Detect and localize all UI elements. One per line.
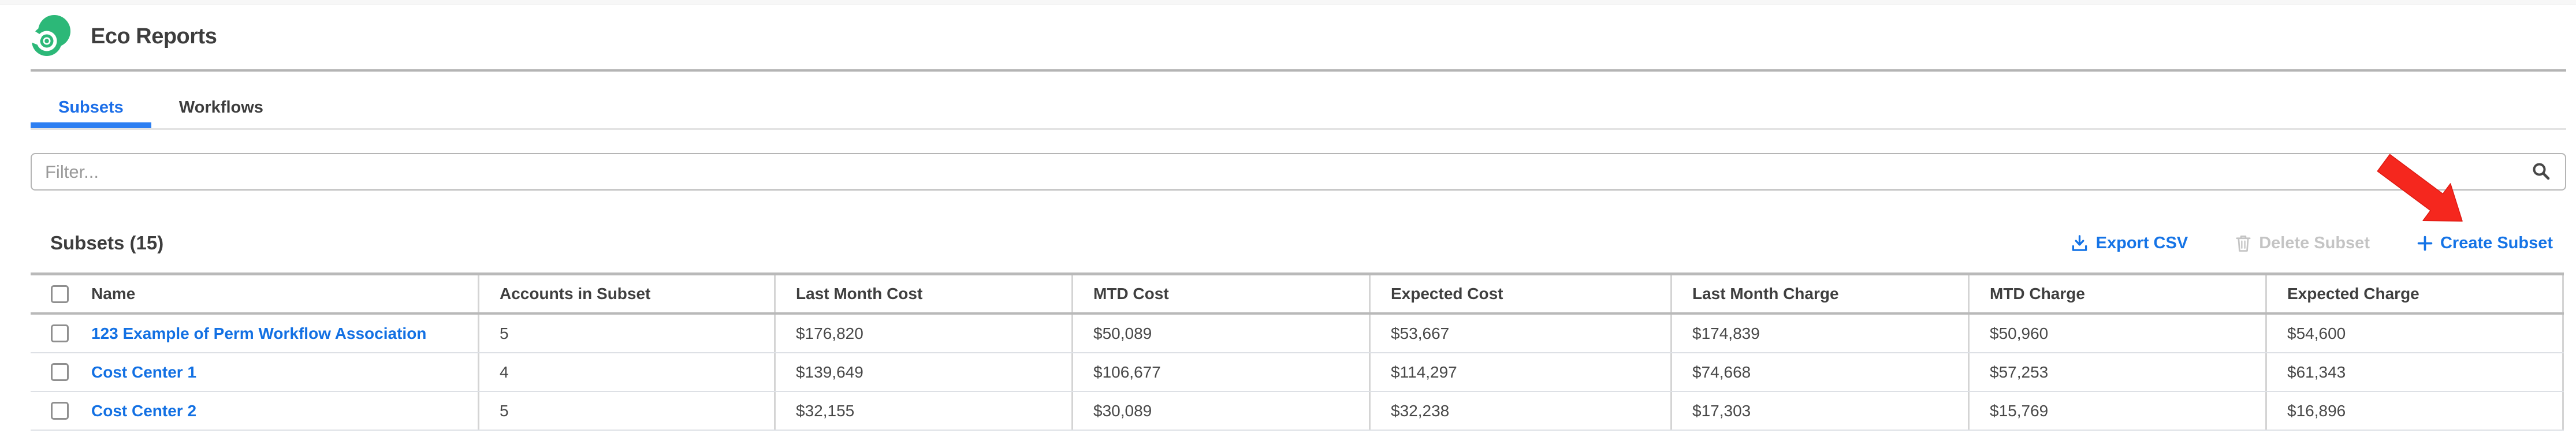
- page-top-edge: [0, 0, 2576, 5]
- cell-last-month-charge: $174,839: [1672, 315, 1970, 352]
- cell-last-month-cost: $139,649: [776, 353, 1073, 391]
- cell-name: Cost Center 2: [31, 392, 479, 430]
- trash-icon: [2235, 234, 2251, 252]
- delete-subset-button[interactable]: Delete Subset: [2235, 234, 2370, 253]
- table-row: 123 Example of Perm Workflow Association…: [31, 315, 2564, 353]
- table-row: Cost Center 1 4 $139,649 $106,677 $114,2…: [31, 353, 2564, 392]
- table-header-row: Name Accounts in Subset Last Month Cost …: [31, 272, 2564, 315]
- cell-mtd-cost: $106,677: [1073, 353, 1371, 391]
- cell-expected-cost: $114,297: [1371, 353, 1672, 391]
- header-accounts-in-subset: Accounts in Subset: [479, 275, 776, 312]
- filter-input[interactable]: [31, 153, 2566, 191]
- export-csv-label: Export CSV: [2096, 234, 2188, 253]
- row-checkbox[interactable]: [51, 324, 69, 342]
- export-csv-button[interactable]: Export CSV: [2071, 234, 2188, 253]
- cell-mtd-charge: $15,769: [1970, 392, 2267, 430]
- page-title: Eco Reports: [91, 24, 217, 49]
- header-last-month-charge: Last Month Charge: [1672, 275, 1970, 312]
- subsets-table: Name Accounts in Subset Last Month Cost …: [31, 272, 2564, 431]
- header-last-month-cost: Last Month Cost: [776, 275, 1073, 312]
- table-toolbar: Subsets (15) Export CSV Delete Subset: [50, 230, 2553, 256]
- cell-last-month-charge: $74,668: [1672, 353, 1970, 391]
- cell-name: 123 Example of Perm Workflow Association: [31, 315, 479, 352]
- create-subset-label: Create Subset: [2440, 234, 2553, 253]
- app-header: Eco Reports: [29, 15, 217, 58]
- download-icon: [2071, 234, 2089, 252]
- toolbar-actions: Export CSV Delete Subset Create Subset: [2071, 234, 2553, 253]
- header-divider: [31, 69, 2566, 72]
- cell-last-month-charge: $17,303: [1672, 392, 1970, 430]
- eco-logo-icon: [29, 15, 72, 58]
- select-all-checkbox[interactable]: [51, 285, 69, 303]
- row-checkbox[interactable]: [51, 402, 69, 420]
- subsets-count-heading: Subsets (15): [50, 232, 163, 254]
- tab-bar: Subsets Workflows: [31, 87, 2566, 130]
- table-body: 123 Example of Perm Workflow Association…: [31, 315, 2564, 431]
- cell-mtd-charge: $57,253: [1970, 353, 2267, 391]
- tab-subsets[interactable]: Subsets: [31, 87, 151, 128]
- header-name: Name: [31, 275, 479, 312]
- cell-last-month-cost: $32,155: [776, 392, 1073, 430]
- row-checkbox[interactable]: [51, 363, 69, 381]
- cell-expected-charge: $61,343: [2267, 353, 2564, 391]
- tab-workflows[interactable]: Workflows: [151, 87, 291, 128]
- plus-icon: [2417, 236, 2433, 251]
- filter-container: [31, 153, 2566, 191]
- subset-name-link[interactable]: 123 Example of Perm Workflow Association: [91, 324, 426, 343]
- cell-name: Cost Center 1: [31, 353, 479, 391]
- header-expected-cost: Expected Cost: [1371, 275, 1672, 312]
- create-subset-button[interactable]: Create Subset: [2417, 234, 2553, 253]
- table-row: Cost Center 2 5 $32,155 $30,089 $32,238 …: [31, 392, 2564, 431]
- header-expected-charge: Expected Charge: [2267, 275, 2564, 312]
- cell-expected-charge: $16,896: [2267, 392, 2564, 430]
- header-mtd-charge: MTD Charge: [1970, 275, 2267, 312]
- cell-mtd-cost: $30,089: [1073, 392, 1371, 430]
- cell-expected-cost: $53,667: [1371, 315, 1672, 352]
- subset-name-link[interactable]: Cost Center 2: [91, 402, 196, 420]
- cell-accounts-in-subset: 5: [479, 392, 776, 430]
- cell-expected-charge: $54,600: [2267, 315, 2564, 352]
- cell-accounts-in-subset: 4: [479, 353, 776, 391]
- cell-expected-cost: $32,238: [1371, 392, 1672, 430]
- cell-accounts-in-subset: 5: [479, 315, 776, 352]
- cell-mtd-cost: $50,089: [1073, 315, 1371, 352]
- delete-subset-label: Delete Subset: [2259, 234, 2370, 253]
- subset-name-link[interactable]: Cost Center 1: [91, 363, 196, 382]
- header-mtd-cost: MTD Cost: [1073, 275, 1371, 312]
- search-icon: [2532, 162, 2551, 181]
- eco-reports-page: Eco Reports Subsets Workflows Subsets (1…: [0, 0, 2576, 448]
- header-name-label: Name: [91, 285, 135, 303]
- cell-last-month-cost: $176,820: [776, 315, 1073, 352]
- cell-mtd-charge: $50,960: [1970, 315, 2267, 352]
